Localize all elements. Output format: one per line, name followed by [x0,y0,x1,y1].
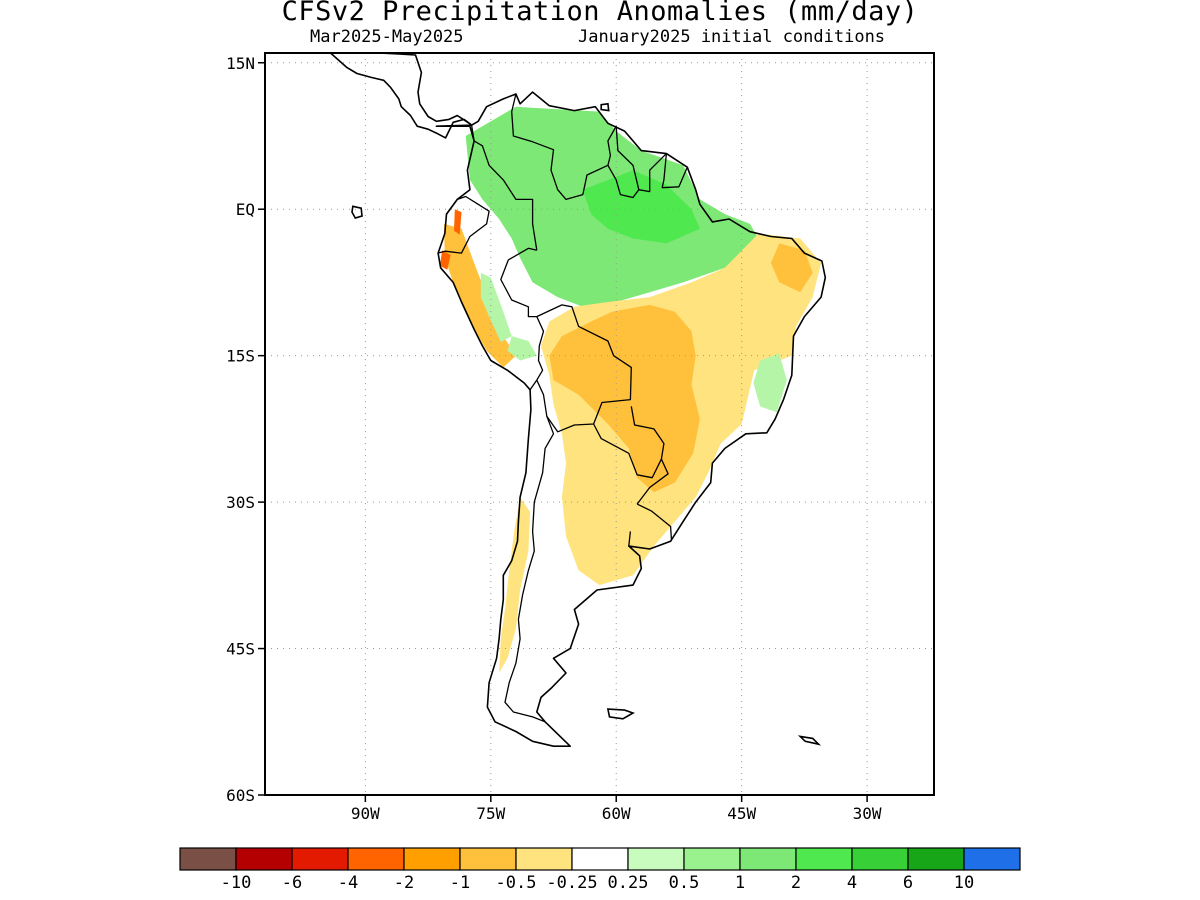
anomaly-region [480,272,512,342]
country-border [628,531,632,547]
anomaly-region [753,353,787,413]
legend-swatch [291,847,349,871]
country-border [536,304,632,433]
legend-swatch [179,847,237,871]
longitude-tick-label: 45W [727,804,756,823]
legend-label: -6 [282,873,302,893]
legend-swatch [851,847,909,871]
legend-label: 0.5 [669,873,700,893]
legend-label: 6 [903,873,913,893]
graticule [265,53,934,795]
anomaly-region [549,304,700,493]
color-legend: -10 -6 -4 -2 -1 -0.5 -0.25 0.25 0.5 1 2 4 6 10 [179,847,1021,893]
anomaly-fill-layer [439,106,822,673]
longitude-tick-label: 30W [853,804,882,823]
anomaly-region [582,170,700,244]
latitude-tick-label: 60S [226,786,255,805]
legend-label: -10 [221,873,252,893]
country-border [511,93,617,201]
country-border [593,406,665,479]
forecast-period: Mar2025-May2025 [310,27,464,47]
central-america-coastline [319,53,472,139]
legend-label: 1 [735,873,745,893]
legend-label: -1 [450,873,470,893]
country-border [607,164,640,199]
legend-swatch [347,847,405,871]
legend-label: 10 [954,873,974,893]
longitude-tick-label: 90W [351,804,380,823]
legend-swatch [235,847,293,871]
longitude-tick-label: 60W [602,804,631,823]
map-axes: 15N EQ 15S 30S 45S 60S 90W 75W 60W 45W 30W [226,54,882,823]
legend-swatch [571,847,629,871]
legend-swatch [459,847,517,871]
country-border [636,458,669,505]
anomaly-region [770,243,813,293]
legend-label: 0.25 [608,873,649,893]
country-border [636,503,673,540]
initial-conditions: January2025 initial conditions [578,27,886,47]
island-outline [351,205,363,219]
legend-label: -4 [338,873,358,893]
latitude-tick-label: EQ [236,200,255,219]
island-outline [606,708,635,720]
latitude-tick-label: 15N [226,54,255,73]
anomaly-region [507,336,537,361]
legend-swatch [963,847,1021,871]
country-border [661,153,688,189]
legend-swatch [907,847,965,871]
legend-label: 2 [791,873,801,893]
anomaly-region [444,223,516,368]
map-plot-area [265,53,934,795]
country-border [437,195,490,254]
legend-swatch [795,847,853,871]
anomaly-region [454,209,462,235]
legend-swatch [515,847,573,871]
legend-label: -0.25 [546,873,597,893]
south-america-coastline [435,91,827,748]
latitude-tick-label: 45S [226,640,255,659]
island-outline [797,735,822,746]
legend-label: -2 [394,873,414,893]
anomaly-region [439,250,451,270]
legend-swatch [403,847,461,871]
country-border [504,415,555,723]
latitude-tick-label: 15S [226,347,255,366]
legend-swatch [627,847,685,871]
map-frame [264,52,935,796]
island-outline [600,102,610,112]
legend-label: -0.5 [496,873,537,893]
chart-title: CFSv2 Precipitation Anomalies (mm/day) [281,0,919,27]
longitude-tick-label: 75W [476,804,505,823]
coastline-layer [319,53,827,748]
legend-label: 4 [847,873,857,893]
latitude-tick-label: 30S [226,493,255,512]
country-border [500,247,537,318]
anomaly-region [499,497,531,673]
country-border [470,125,538,251]
legend-swatch [683,847,741,871]
legend-swatch [739,847,797,871]
